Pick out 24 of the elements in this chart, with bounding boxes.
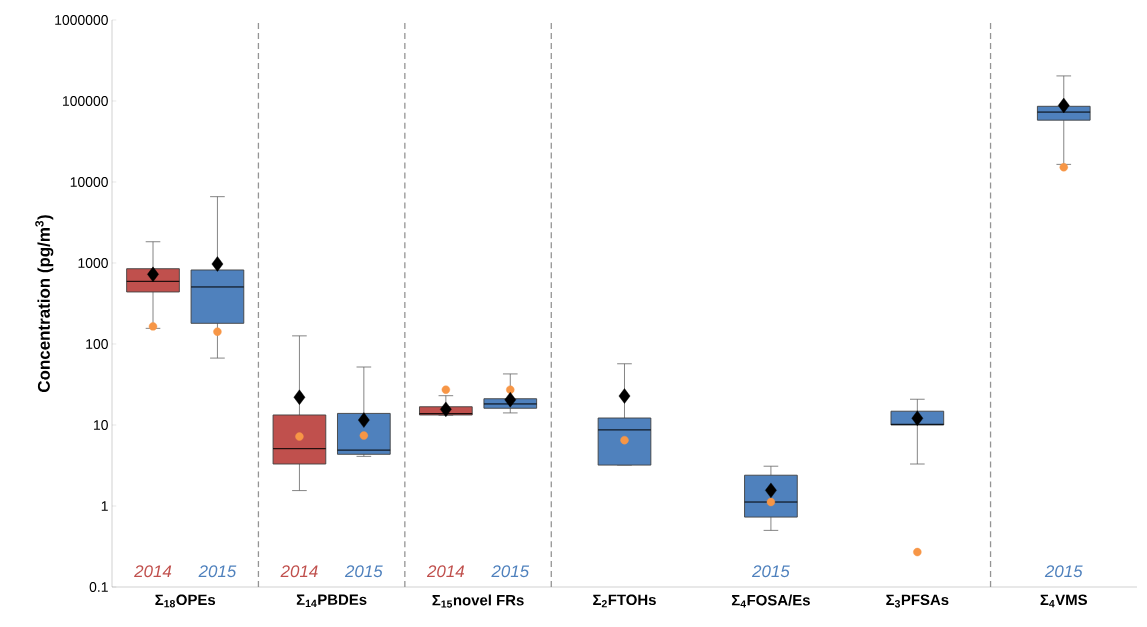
text: 2015 <box>344 565 383 578</box>
y-tick-label: 1000 <box>78 258 108 268</box>
x-tick-label: Σ$_{15}$novel FRs <box>432 594 524 608</box>
text: 2014 <box>426 565 465 578</box>
x-tick-label: Σ$_{18}$OPEs <box>155 594 216 608</box>
x-tick-label: Σ$_{4}$FOSA/Es <box>731 594 810 608</box>
text: 2015 <box>1044 565 1083 578</box>
y-axis-title: Concentration (pg/m$^{3}$) <box>35 215 54 392</box>
text: 2015 <box>491 565 530 578</box>
text: 2015 <box>751 565 790 578</box>
y-tick-label: 1000000 <box>55 15 108 25</box>
x-tick-label: Σ$_{4}$VMS <box>1040 594 1088 608</box>
y-tick-label: 1 <box>101 501 108 511</box>
y-tick-label: 10 <box>94 420 108 430</box>
x-tick-label: Σ$_{14}$PBDEs <box>296 594 367 608</box>
y-tick-label: 100 <box>86 339 108 349</box>
x-tick-label: Σ$_{3}$PFSAs <box>886 594 949 608</box>
y-tick-label: 10000 <box>70 177 108 187</box>
text: 2014 <box>134 565 172 578</box>
y-tick-label: 100000 <box>63 96 108 106</box>
text: 2015 <box>198 565 237 578</box>
text: 2014 <box>280 565 318 578</box>
x-tick-label: Σ$_{2}$FTOHs <box>593 594 656 608</box>
y-tick-label: 0.1 <box>89 582 108 592</box>
